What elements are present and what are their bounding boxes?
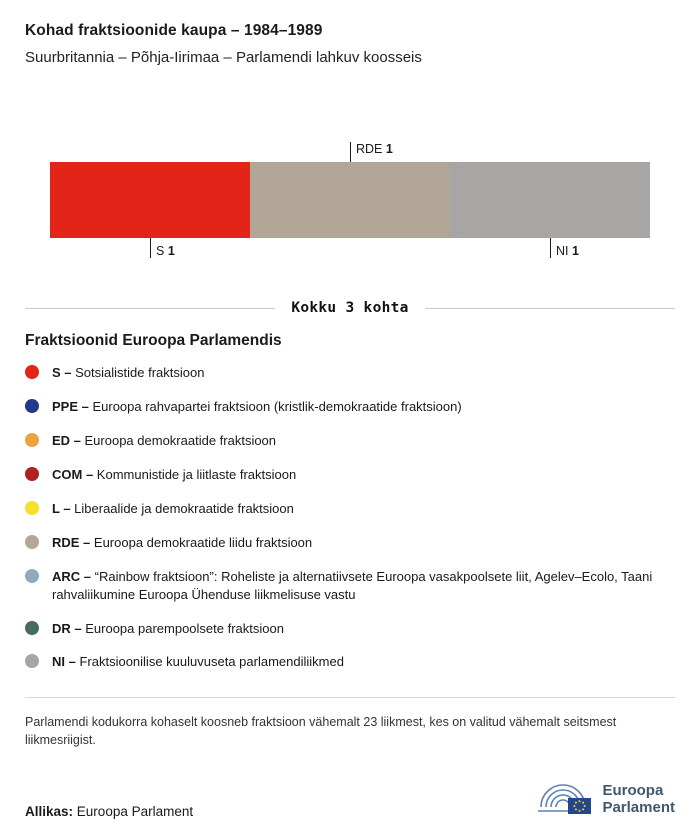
legend-item-arc: ARC – “Rainbow fraktsioon”: Roheliste ja… [25,568,675,604]
european-parliament-logo: Euroopa Parlament [535,777,675,822]
legend-dot-ni [25,654,39,669]
legend-label: L – Liberaalide ja demokraatide fraktsio… [52,500,294,516]
legend-label: RDE – Euroopa demokraatide liidu fraktsi… [52,534,313,550]
footnote-divider [25,697,675,699]
seat-chart: S 1 RDE 1 NI 1 [50,142,650,258]
page-subtitle: Suurbritannia – Põhja-Iirimaa – Parlamen… [25,49,422,66]
legend-label: ED – Euroopa demokraatide fraktsioon [52,432,277,448]
source-line: Allikas: Euroopa Parlament [25,804,193,819]
total-seats-label: Kokku 3 kohta [291,300,409,316]
seat-chart-area: S 1 RDE 1 NI 1 [50,142,650,258]
footnote-text: Parlamendi kodukorra kohaselt koosneb fr… [25,715,617,747]
seat-label-text: NI 1 [556,244,579,258]
legend-dot-rde [25,534,39,549]
legend-list: S – Sotsialistide fraktsioon PPE – Euroop… [25,364,675,671]
legend-item-ed: ED – Euroopa demokraatide fraktsioon [25,432,675,450]
legend-label: PPE – Euroopa rahvapartei fraktsioon (kr… [52,398,462,414]
seat-label-s: S 1 [150,238,175,258]
source-label: Allikas: [25,804,74,819]
logo-wordmark: Euroopa Parlament [602,781,675,817]
footer: Allikas: Euroopa Parlament [25,777,675,822]
legend-label: DR – Euroopa parempoolsete fraktsioon [52,620,284,636]
bar-segment-rde[interactable] [250,162,450,238]
logo-line-2: Parlament [602,798,675,816]
total-seats-row: Kokku 3 kohta [25,300,676,316]
seat-label-text: S 1 [156,244,175,258]
seat-label-text: RDE 1 [356,142,393,156]
page-title: Kohad fraktsioonide kaupa – 1984–1989 [25,22,323,39]
legend-dot-com [25,466,39,481]
bar-segment-ni[interactable] [450,162,650,238]
legend-item-s: S – Sotsialistide fraktsioon [25,364,675,382]
legend-dot-ed [25,432,39,447]
legend-label: S – Sotsialistide fraktsioon [52,365,205,380]
seat-label-ni: NI 1 [550,238,579,258]
parliament-hemicycle-icon [535,777,593,822]
legend-dot-l [25,500,39,515]
legend-title: Fraktsioonid Euroopa Parlamendis [25,332,282,349]
seat-label-rde: RDE 1 [350,142,393,162]
legend-label: COM – Kommunistide ja liitlaste fraktsio… [52,466,297,482]
legend-dot-arc [25,568,39,583]
legend-dot-dr [25,620,39,635]
legend-item-l: L – Liberaalide ja demokraatide fraktsio… [25,500,675,518]
legend-item-ppe: PPE – Euroopa rahvapartei fraktsioon (kr… [25,398,675,416]
legend-dot-ppe [25,398,39,413]
source-text: Euroopa Parlament [76,804,194,819]
logo-line-1: Euroopa [602,781,664,799]
legend-item-dr: DR – Euroopa parempoolsete fraktsioon [25,620,675,638]
legend-item-com: COM – Kommunistide ja liitlaste fraktsio… [25,466,675,484]
legend-item-ni: NI – Fraktsioonilise kuuluvuseta parlame… [25,653,675,671]
total-rule-left [25,307,276,309]
total-rule-right [424,307,676,309]
seat-bar [50,162,650,238]
legend-dot-s [25,365,39,379]
legend-item-rde: RDE – Euroopa demokraatide liidu fraktsi… [25,534,675,552]
legend-label: ARC – “Rainbow fraktsioon”: Roheliste ja… [52,568,653,602]
bar-segment-s[interactable] [50,162,250,238]
legend-label: NI – Fraktsioonilise kuuluvuseta parlame… [52,654,344,670]
